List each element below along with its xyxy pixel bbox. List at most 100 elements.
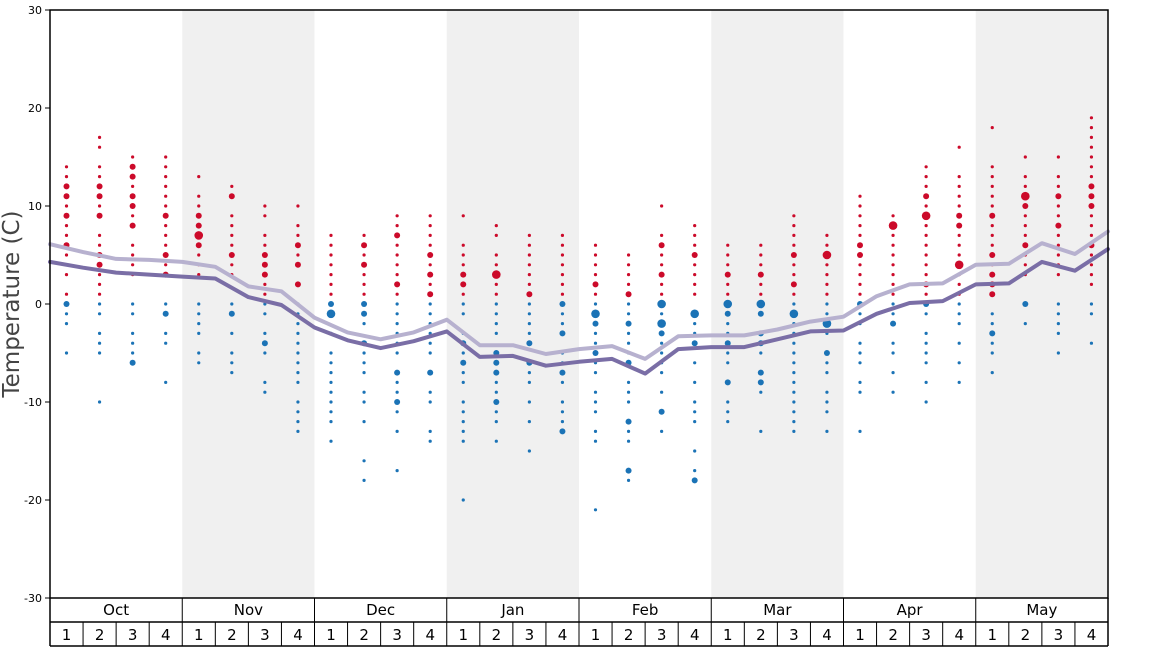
cold-dot xyxy=(560,420,565,424)
cold-dot xyxy=(691,477,698,484)
warm-dot xyxy=(923,193,930,200)
cold-dot xyxy=(395,302,399,306)
warm-dot xyxy=(891,282,895,286)
cold-dot xyxy=(494,420,498,424)
warm-dot xyxy=(428,214,432,218)
warm-dot xyxy=(195,242,202,249)
cold-dot xyxy=(726,420,730,424)
warm-dot xyxy=(164,155,168,159)
warm-dot xyxy=(891,292,895,296)
warm-dot xyxy=(560,253,565,257)
cold-dot xyxy=(890,320,897,327)
cold-dot xyxy=(756,299,766,309)
warm-dot xyxy=(792,292,796,296)
warm-dot xyxy=(891,253,895,257)
warm-dot xyxy=(956,212,963,219)
cold-dot xyxy=(230,331,234,335)
warm-dot xyxy=(560,233,565,237)
cold-dot xyxy=(858,351,862,355)
cold-dot xyxy=(825,410,829,414)
cold-dot xyxy=(593,410,598,414)
cold-dot xyxy=(757,310,764,317)
cold-dot xyxy=(657,319,666,328)
warm-dot xyxy=(891,233,895,237)
warm-dot xyxy=(164,263,168,267)
cold-dot xyxy=(263,351,267,355)
warm-dot xyxy=(96,212,103,219)
warm-dot xyxy=(792,273,796,277)
warm-dot xyxy=(858,233,862,237)
warm-dot xyxy=(527,243,531,247)
cold-dot xyxy=(1056,302,1060,306)
cold-dot xyxy=(858,312,862,316)
warm-dot xyxy=(858,194,862,198)
warm-dot xyxy=(64,224,69,228)
warm-dot xyxy=(131,155,135,159)
week-label: 3 xyxy=(128,626,138,644)
cold-dot xyxy=(592,320,599,327)
cold-dot xyxy=(164,302,168,306)
warm-dot xyxy=(494,263,498,267)
warm-dot xyxy=(990,126,994,130)
warm-dot xyxy=(395,263,399,267)
cold-dot xyxy=(560,410,565,414)
cold-dot xyxy=(858,341,862,345)
warm-dot xyxy=(97,135,102,139)
cold-dot xyxy=(296,429,300,433)
cold-dot xyxy=(792,302,796,306)
cold-dot xyxy=(428,312,432,316)
warm-dot xyxy=(857,252,863,258)
cold-dot xyxy=(461,400,465,404)
warm-dot xyxy=(197,175,201,179)
week-label: 3 xyxy=(921,626,931,644)
warm-dot xyxy=(230,184,234,188)
warm-dot xyxy=(461,263,465,267)
trend-line-light xyxy=(48,229,1110,361)
cold-dot xyxy=(724,379,731,386)
cold-dot xyxy=(131,331,135,335)
cold-dot xyxy=(263,390,267,394)
warm-dot xyxy=(395,292,399,296)
week-label: 3 xyxy=(657,626,667,644)
cold-dot xyxy=(560,312,565,316)
cold-dot xyxy=(792,371,796,375)
cold-dot xyxy=(690,309,699,319)
warm-dot xyxy=(395,273,399,277)
warm-dot xyxy=(990,184,994,188)
cold-dot xyxy=(97,351,102,355)
week-label: 3 xyxy=(260,626,270,644)
y-tick-label: 0 xyxy=(35,298,42,311)
cold-dot xyxy=(162,310,169,317)
week-label: 4 xyxy=(1087,626,1097,644)
warm-dot xyxy=(792,263,796,267)
warm-dot xyxy=(362,253,366,257)
warm-dot xyxy=(1089,253,1094,257)
warm-dot xyxy=(759,292,763,296)
warm-dot xyxy=(263,204,267,208)
cold-dot xyxy=(592,350,599,356)
cold-dot xyxy=(792,410,796,414)
warm-dot xyxy=(1022,203,1029,209)
warm-dot xyxy=(891,273,895,277)
warm-dot xyxy=(394,281,401,288)
warm-dot xyxy=(526,291,533,298)
warm-dot xyxy=(197,253,201,257)
cold-dot xyxy=(131,312,135,316)
week-label: 1 xyxy=(591,626,601,644)
warm-dot xyxy=(593,263,598,267)
cold-dot xyxy=(362,371,366,375)
warm-dot xyxy=(921,211,931,221)
warm-dot xyxy=(626,273,631,277)
warm-dot xyxy=(527,253,531,257)
cold-dot xyxy=(131,302,135,306)
cold-dot xyxy=(296,410,300,414)
month-label: Feb xyxy=(632,601,659,619)
cold-dot xyxy=(296,371,300,375)
warm-dot xyxy=(492,270,501,279)
cold-dot xyxy=(395,322,399,326)
cold-dot xyxy=(362,420,366,424)
cold-dot xyxy=(757,369,764,376)
warm-dot xyxy=(129,163,136,170)
warm-dot xyxy=(296,224,300,228)
